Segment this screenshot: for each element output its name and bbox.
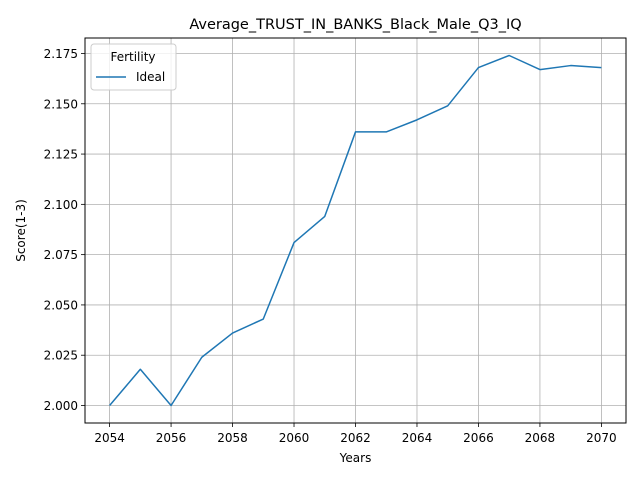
legend: Fertility Ideal [90, 43, 177, 91]
x-tick-label: 2064 [402, 431, 433, 445]
y-tick-label: 2.025 [44, 349, 78, 363]
series-line-ideal [109, 54, 602, 407]
chart-title: Average_TRUST_IN_BANKS_Black_Male_Q3_IQ [189, 17, 521, 33]
x-axis-title: Years [339, 451, 372, 465]
y-tick-label: 2.125 [44, 148, 78, 162]
x-tick-label: 2070 [586, 431, 617, 445]
y-tick-label: 2.100 [44, 198, 78, 212]
x-tick-label: 2068 [525, 431, 556, 445]
x-tick-label: 2058 [217, 431, 248, 445]
x-tick-label: 2066 [463, 431, 494, 445]
y-axis: 2.000 2.025 2.050 2.075 2.100 2.125 2.150 2.175 [44, 47, 85, 413]
legend-box [90, 43, 177, 91]
y-tick-label: 2.050 [44, 298, 78, 312]
y-tick-label: 2.075 [44, 248, 78, 262]
x-tick-label: 2060 [279, 431, 310, 445]
y-axis-title: Score(1-3) [14, 199, 28, 262]
x-tick-label: 2056 [156, 431, 187, 445]
x-tick-label: 2054 [94, 431, 125, 445]
series-layer [109, 54, 602, 407]
x-axis: 2054 2056 2058 2060 2062 2064 2066 2068 2070 [94, 423, 617, 445]
y-tick-label: 2.175 [44, 47, 78, 61]
y-tick-label: 2.150 [44, 97, 78, 111]
legend-label-ideal: Ideal [136, 70, 165, 84]
x-tick-label: 2062 [340, 431, 371, 445]
y-tick-label: 2.000 [44, 399, 78, 413]
grid-lines [85, 38, 626, 423]
legend-title: Fertility [110, 50, 155, 64]
